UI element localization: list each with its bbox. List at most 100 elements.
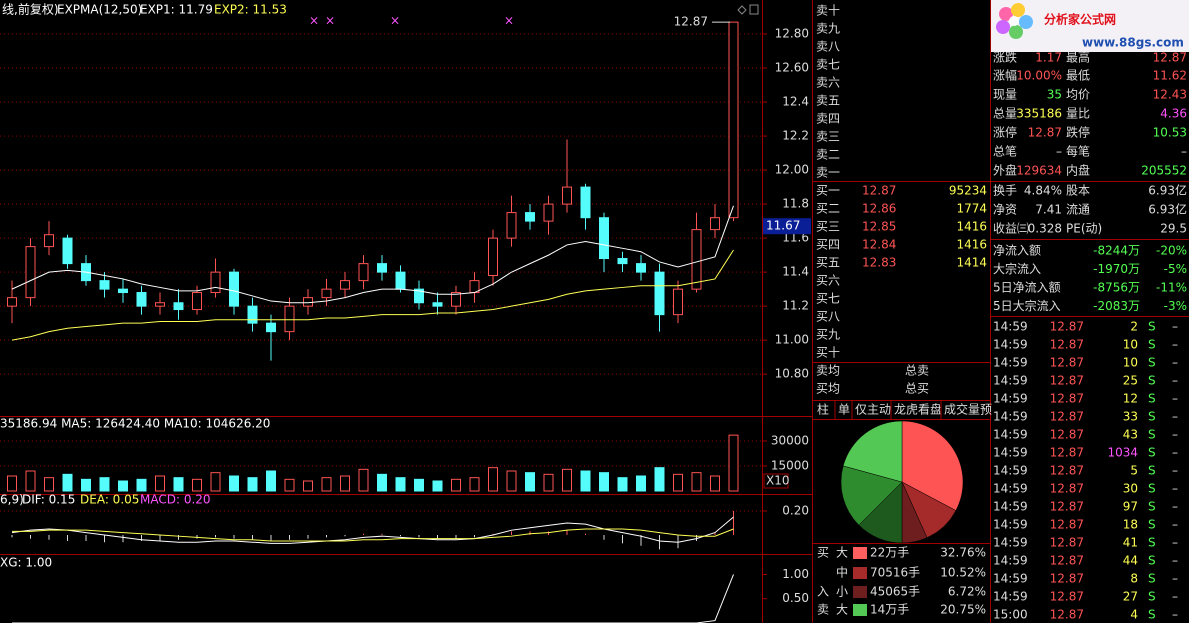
flow-amount: -8244万 — [1093, 244, 1140, 258]
volume-bar — [7, 475, 17, 492]
volume-bar — [136, 478, 147, 492]
flow-amount: -1970万 — [1093, 262, 1140, 276]
tick-flag: – — [1172, 554, 1178, 568]
tick-time: 14:59 — [993, 320, 1028, 334]
bid-volume: 95234 — [949, 184, 987, 198]
candle-body — [414, 288, 424, 304]
high-label: 12.87 — [674, 15, 708, 29]
candle-body — [710, 217, 720, 231]
tick-volume: 30 — [1123, 482, 1138, 496]
flow-swatch — [853, 604, 867, 616]
ask-label: 卖七 — [816, 58, 840, 72]
quote-label: 股本 — [1066, 184, 1090, 198]
tab: 成交量预 — [944, 402, 992, 417]
pie-slice — [840, 465, 903, 526]
quote-value: 10.53 — [1153, 126, 1187, 140]
flow-pct: -3% — [1164, 299, 1187, 313]
tick-flag: – — [1172, 410, 1178, 424]
y-tick-label: 0.20 — [782, 503, 809, 517]
quote-label: PE(动) — [1066, 222, 1102, 236]
candle-body — [62, 237, 73, 265]
flow-size: 大 — [836, 546, 848, 560]
y-tick-label: 12.2 — [782, 129, 809, 143]
volume-bar — [321, 477, 332, 492]
tab: 仅主动 — [855, 403, 891, 417]
flow-pct: 32.76% — [940, 546, 986, 560]
indicator-line — [11, 516, 734, 544]
flow-pct: -20% — [1156, 244, 1187, 258]
quote-label: 均价 — [1066, 88, 1090, 102]
tick-price: 12.87 — [1050, 482, 1084, 496]
candle-body — [44, 234, 54, 248]
quote-label: 量比 — [1066, 107, 1090, 121]
quote-label: 最高 — [1066, 50, 1090, 65]
scale-box — [763, 473, 789, 489]
bid-label: 买十 — [816, 346, 840, 360]
bid-label: 买三 — [816, 220, 840, 234]
ask-label: 卖八 — [816, 40, 840, 54]
volume-bar — [358, 468, 369, 492]
tick-time: 14:59 — [993, 590, 1028, 604]
tick-flag: – — [1172, 338, 1178, 352]
tick-time: 14:59 — [993, 536, 1028, 550]
tick-time: 14:59 — [993, 464, 1028, 478]
candle-body — [284, 305, 295, 333]
ask-label: 卖六 — [816, 76, 840, 90]
bid-volume: 1416 — [956, 238, 987, 252]
candle-body — [7, 297, 17, 307]
flow-pct: 10.52% — [940, 566, 986, 580]
quote-value: 12.43 — [1153, 88, 1187, 102]
flow-amount: 45065手 — [870, 585, 920, 599]
bid-volume: 1414 — [956, 256, 987, 270]
cursor-label: 11.67 — [766, 219, 800, 233]
pie-slice — [842, 420, 903, 483]
bid-label: 买四 — [816, 238, 840, 252]
ask-label: 卖四 — [816, 112, 840, 126]
y-tick-label: 15000 — [771, 459, 809, 473]
tick-flag: – — [1172, 608, 1178, 622]
quote-label: 净资 — [993, 203, 1017, 217]
quote-value: 12.87 — [1028, 126, 1062, 140]
bid-price: 12.87 — [862, 184, 896, 198]
volume-bar — [25, 470, 36, 492]
panel-header: 6,9) — [0, 493, 24, 507]
candle-body — [525, 212, 535, 222]
summary-label: 买均 — [816, 382, 840, 396]
tick-side: S — [1148, 374, 1156, 388]
tick-time: 14:59 — [993, 338, 1028, 352]
tick-time: 14:59 — [993, 356, 1028, 370]
candle-body — [580, 186, 591, 219]
svg-text:×: × — [309, 14, 319, 28]
tick-volume: 97 — [1123, 500, 1138, 514]
candle-body — [340, 280, 350, 290]
volume-bar — [506, 470, 517, 492]
quote-value: 0.328 — [1028, 222, 1062, 236]
tick-flag: – — [1172, 428, 1178, 442]
volume-bar — [691, 472, 702, 492]
tick-time: 14:59 — [993, 374, 1028, 388]
tick-time: 14:59 — [993, 554, 1028, 568]
tab: 柱 — [817, 402, 829, 417]
volume-bar — [580, 470, 591, 492]
tick-side: S — [1148, 536, 1156, 550]
quote-label: 现量 — [993, 88, 1017, 102]
flow-amount: -2083万 — [1093, 299, 1140, 313]
flow-swatch — [853, 547, 867, 559]
tick-volume: 10 — [1123, 338, 1138, 352]
y-tick-label: 11.00 — [775, 333, 809, 347]
flow-size: 小 — [836, 585, 848, 599]
volume-bar — [340, 475, 350, 492]
volume-bar — [284, 478, 295, 492]
candle-body — [303, 297, 313, 307]
bid-price: 12.86 — [862, 202, 896, 216]
flow-label: 5日净流入额 — [993, 281, 1061, 295]
bid-price: 12.85 — [862, 220, 896, 234]
quote-label: 跌停 — [1066, 125, 1090, 140]
panel-header: EXPMA(12,50) — [57, 3, 142, 17]
volume-bar — [728, 434, 739, 492]
quote-value: 11.62 — [1153, 69, 1187, 83]
tick-flag: – — [1172, 572, 1178, 586]
flow-label: 净流入额 — [993, 244, 1041, 258]
volume-bar — [617, 477, 628, 492]
